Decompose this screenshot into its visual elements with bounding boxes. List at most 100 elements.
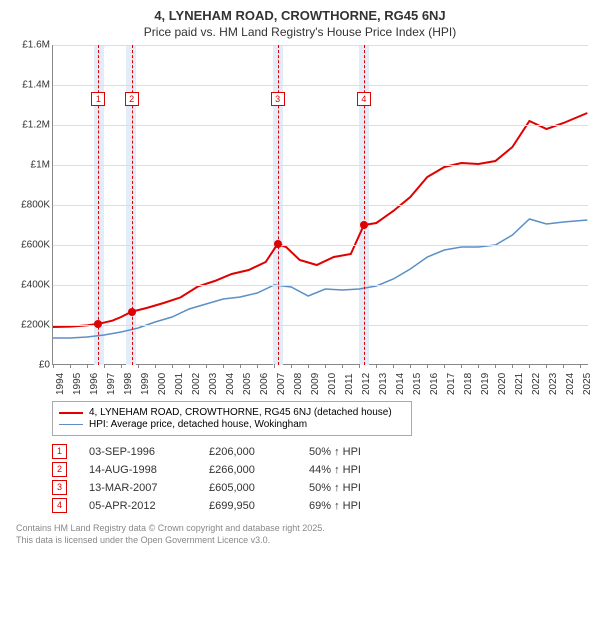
- x-tick: [512, 364, 513, 368]
- x-tick: [206, 364, 207, 368]
- transaction-row: 214-AUG-1998£266,00044% ↑ HPI: [52, 462, 592, 477]
- x-tick: [580, 364, 581, 368]
- y-tick-label: £600K: [21, 240, 50, 251]
- tx-delta: 50% ↑ HPI: [309, 482, 429, 494]
- x-tick-label: 2004: [225, 373, 236, 395]
- tx-date: 14-AUG-1998: [89, 464, 209, 476]
- x-tick: [342, 364, 343, 368]
- y-tick-label: £1.4M: [22, 80, 50, 91]
- footer: Contains HM Land Registry data © Crown c…: [16, 523, 592, 546]
- y-tick-label: £0: [39, 360, 50, 371]
- x-tick: [87, 364, 88, 368]
- title-line-1: 4, LYNEHAM ROAD, CROWTHORNE, RG45 6NJ: [8, 8, 592, 23]
- footer-line-2: This data is licensed under the Open Gov…: [16, 535, 592, 547]
- x-tick: [376, 364, 377, 368]
- tx-price: £699,950: [209, 500, 309, 512]
- x-tick-label: 2005: [242, 373, 253, 395]
- gridline: [53, 245, 588, 246]
- legend-label: 4, LYNEHAM ROAD, CROWTHORNE, RG45 6NJ (d…: [89, 407, 392, 418]
- transaction-number-box: 4: [357, 92, 371, 106]
- x-tick: [410, 364, 411, 368]
- x-tick-label: 2018: [463, 373, 474, 395]
- x-tick: [308, 364, 309, 368]
- legend-swatch: [59, 424, 83, 426]
- transaction-marker: [128, 308, 136, 316]
- x-tick: [563, 364, 564, 368]
- y-tick-label: £800K: [21, 200, 50, 211]
- x-tick: [70, 364, 71, 368]
- transaction-marker: [274, 240, 282, 248]
- chart-area: £0£200K£400K£600K£800K£1M£1.2M£1.4M£1.6M…: [8, 45, 590, 395]
- legend: 4, LYNEHAM ROAD, CROWTHORNE, RG45 6NJ (d…: [52, 401, 412, 436]
- x-tick-label: 2007: [276, 373, 287, 395]
- tx-delta: 50% ↑ HPI: [309, 446, 429, 458]
- tx-price: £206,000: [209, 446, 309, 458]
- x-tick: [359, 364, 360, 368]
- gridline: [53, 85, 588, 86]
- x-tick: [291, 364, 292, 368]
- transaction-number-box: 3: [271, 92, 285, 106]
- x-tick-label: 2006: [259, 373, 270, 395]
- gridline: [53, 165, 588, 166]
- x-tick-label: 2016: [429, 373, 440, 395]
- y-tick-label: £1.2M: [22, 120, 50, 131]
- x-tick: [393, 364, 394, 368]
- transaction-marker: [360, 221, 368, 229]
- x-tick: [529, 364, 530, 368]
- x-tick-label: 1996: [89, 373, 100, 395]
- x-tick-label: 2010: [327, 373, 338, 395]
- x-tick-label: 2024: [565, 373, 576, 395]
- legend-item: HPI: Average price, detached house, Woki…: [59, 419, 405, 430]
- tx-price: £605,000: [209, 482, 309, 494]
- transaction-row: 4 05-APR-2012£699,95069% ↑ HPI: [52, 498, 592, 513]
- x-tick: [546, 364, 547, 368]
- x-tick-label: 1995: [72, 373, 83, 395]
- y-tick-label: £1.6M: [22, 40, 50, 51]
- tx-date: 05-APR-2012: [89, 500, 209, 512]
- series-line: [53, 113, 587, 327]
- x-tick: [478, 364, 479, 368]
- x-tick-label: 2013: [378, 373, 389, 395]
- x-tick-label: 2012: [361, 373, 372, 395]
- plot-area: 1 2 3 4: [52, 45, 588, 365]
- x-tick: [427, 364, 428, 368]
- tx-delta: 69% ↑ HPI: [309, 500, 429, 512]
- tx-number-box: 1: [52, 444, 67, 459]
- y-tick-label: £200K: [21, 320, 50, 331]
- tx-number-box: 4: [52, 498, 67, 513]
- x-tick-label: 2019: [480, 373, 491, 395]
- x-tick-label: 1994: [55, 373, 66, 395]
- x-tick-label: 2014: [395, 373, 406, 395]
- x-tick: [53, 364, 54, 368]
- gridline: [53, 45, 588, 46]
- x-tick-label: 2009: [310, 373, 321, 395]
- x-tick: [138, 364, 139, 368]
- x-tick-label: 2022: [531, 373, 542, 395]
- transaction-number-box: 2: [125, 92, 139, 106]
- legend-label: HPI: Average price, detached house, Woki…: [89, 419, 307, 430]
- x-tick: [461, 364, 462, 368]
- x-tick: [325, 364, 326, 368]
- x-tick-label: 2025: [582, 373, 593, 395]
- x-tick-label: 2020: [497, 373, 508, 395]
- x-tick: [274, 364, 275, 368]
- transaction-row: 103-SEP-1996£206,00050% ↑ HPI: [52, 444, 592, 459]
- gridline: [53, 285, 588, 286]
- tx-date: 13-MAR-2007: [89, 482, 209, 494]
- gridline: [53, 205, 588, 206]
- x-tick-label: 2023: [548, 373, 559, 395]
- titles: 4, LYNEHAM ROAD, CROWTHORNE, RG45 6NJ Pr…: [8, 8, 592, 39]
- y-tick-label: £1M: [31, 160, 50, 171]
- x-tick-label: 1999: [140, 373, 151, 395]
- title-line-2: Price paid vs. HM Land Registry's House …: [8, 25, 592, 39]
- x-tick: [240, 364, 241, 368]
- series-line: [53, 219, 587, 338]
- y-axis: £0£200K£400K£600K£800K£1M£1.2M£1.4M£1.6M: [8, 45, 52, 365]
- transaction-number-box: 1: [91, 92, 105, 106]
- x-tick: [495, 364, 496, 368]
- x-tick: [104, 364, 105, 368]
- tx-delta: 44% ↑ HPI: [309, 464, 429, 476]
- x-tick: [223, 364, 224, 368]
- x-tick-label: 2008: [293, 373, 304, 395]
- legend-swatch: [59, 412, 83, 414]
